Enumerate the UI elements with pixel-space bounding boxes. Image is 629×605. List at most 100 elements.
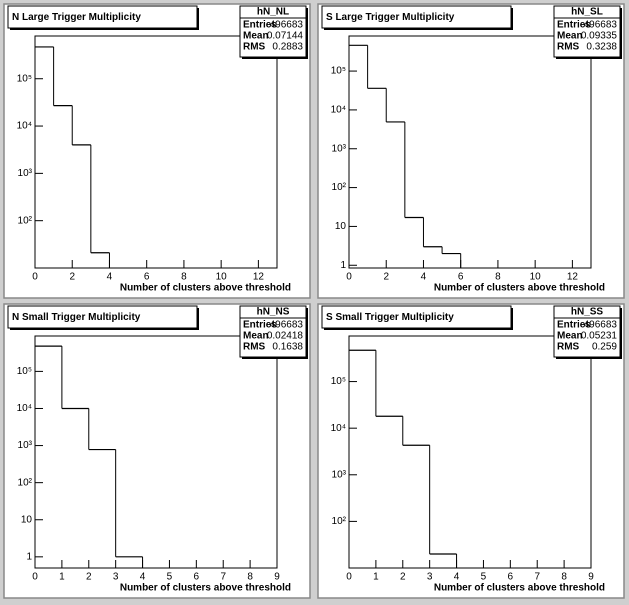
x-tick-label: 6	[144, 272, 150, 283]
stats-label: Entries	[243, 20, 277, 31]
stats-label: RMS	[557, 342, 580, 353]
chart-title: S Large Trigger Multiplicity	[326, 12, 455, 23]
y-tick-label: 10⁵	[17, 366, 32, 377]
x-tick-label: 12	[253, 272, 265, 283]
y-tick-label: 10⁴	[17, 403, 32, 414]
title-box	[7, 5, 198, 29]
stats-value: 0.2883	[272, 42, 303, 53]
y-tick-label: 10	[21, 514, 33, 525]
stats-box	[553, 305, 621, 358]
stats-value: 0.02418	[267, 331, 304, 342]
y-tick-label: 10⁴	[17, 121, 32, 132]
y-tick-label: 1	[26, 551, 32, 562]
chart-title: N Large Trigger Multiplicity	[12, 12, 141, 23]
x-tick-label: 7	[534, 572, 540, 583]
stats-label: Mean	[243, 331, 269, 342]
stats-box	[553, 5, 621, 58]
stats-value: 0.1638	[272, 342, 303, 353]
stats-name: hN_SS	[571, 307, 604, 318]
y-tick-label: 10⁴	[331, 423, 346, 434]
x-tick-label: 2	[383, 272, 389, 283]
chart-title: N Small Trigger Multiplicity	[12, 312, 141, 323]
y-tick-label: 10²	[332, 182, 347, 193]
stats-value: 0.259	[592, 342, 617, 353]
x-axis-label: Number of clusters above threshold	[434, 583, 605, 594]
x-tick-label: 4	[107, 272, 113, 283]
stats-label: RMS	[243, 342, 266, 353]
x-tick-label: 12	[567, 272, 579, 283]
y-tick-label: 10²	[18, 477, 33, 488]
x-tick-label: 9	[588, 572, 594, 583]
stats-name: hN_NS	[257, 307, 290, 318]
y-tick-label: 10²	[332, 516, 347, 527]
x-tick-label: 1	[373, 572, 379, 583]
stats-name: hN_SL	[571, 7, 603, 18]
x-axis-label: Number of clusters above threshold	[120, 283, 291, 294]
y-tick-label: 1	[340, 260, 346, 271]
stats-label: Entries	[557, 20, 591, 31]
x-tick-label: 8	[495, 272, 501, 283]
stats-value: 496683	[270, 20, 304, 31]
stats-box	[239, 305, 307, 358]
stats-value: 496683	[584, 20, 618, 31]
x-tick-label: 3	[113, 572, 119, 583]
x-tick-label: 2	[400, 572, 406, 583]
stats-label: RMS	[243, 42, 266, 53]
y-tick-label: 10	[335, 221, 347, 232]
y-tick-label: 10³	[332, 469, 347, 480]
title-box	[321, 305, 512, 329]
stats-value: 496683	[270, 320, 304, 331]
x-tick-label: 0	[346, 272, 352, 283]
y-tick-label: 10²	[18, 215, 33, 226]
stats-label: Mean	[557, 331, 583, 342]
y-tick-label: 10⁵	[331, 376, 346, 387]
title-box	[321, 5, 512, 29]
x-axis-label: Number of clusters above threshold	[434, 283, 605, 294]
x-tick-label: 10	[530, 272, 542, 283]
title-box	[7, 305, 198, 329]
x-tick-label: 0	[346, 572, 352, 583]
x-tick-label: 5	[167, 572, 173, 583]
x-tick-label: 2	[86, 572, 92, 583]
stats-value: 0.07144	[267, 31, 304, 42]
x-tick-label: 9	[274, 572, 280, 583]
x-tick-label: 1	[59, 572, 65, 583]
y-tick-label: 10³	[18, 168, 33, 179]
x-tick-label: 3	[427, 572, 433, 583]
x-axis-label: Number of clusters above threshold	[120, 583, 291, 594]
x-tick-label: 8	[247, 572, 253, 583]
stats-box	[239, 5, 307, 58]
x-tick-label: 4	[421, 272, 427, 283]
x-tick-label: 6	[458, 272, 464, 283]
stats-label: Entries	[243, 320, 277, 331]
y-tick-label: 10⁵	[17, 73, 32, 84]
x-tick-label: 10	[216, 272, 228, 283]
x-tick-label: 8	[561, 572, 567, 583]
x-tick-label: 4	[454, 572, 460, 583]
y-tick-label: 10⁵	[331, 66, 346, 77]
x-tick-label: 4	[140, 572, 146, 583]
y-tick-label: 10³	[18, 440, 33, 451]
y-tick-label: 10⁴	[331, 105, 346, 116]
x-tick-label: 6	[508, 572, 514, 583]
stats-label: RMS	[557, 42, 580, 53]
stats-label: Entries	[557, 320, 591, 331]
chart-title: S Small Trigger Multiplicity	[326, 312, 454, 323]
x-tick-label: 2	[69, 272, 75, 283]
stats-name: hN_NL	[257, 7, 289, 18]
stats-value: 0.05231	[581, 331, 618, 342]
y-tick-label: 10³	[332, 143, 347, 154]
stats-value: 0.09335	[581, 31, 618, 42]
x-tick-label: 7	[220, 572, 226, 583]
stats-value: 496683	[584, 320, 618, 331]
x-tick-label: 8	[181, 272, 187, 283]
x-tick-label: 0	[32, 272, 38, 283]
x-tick-label: 6	[194, 572, 200, 583]
stats-label: Mean	[557, 31, 583, 42]
x-tick-label: 5	[481, 572, 487, 583]
